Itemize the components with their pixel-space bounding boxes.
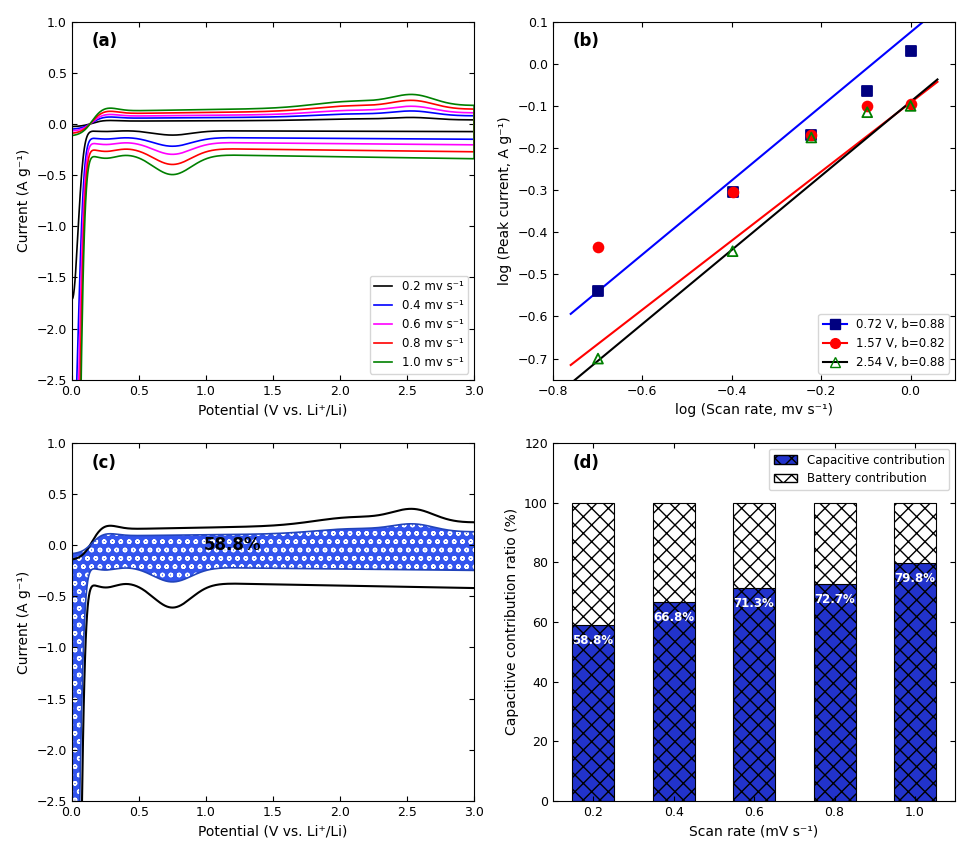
0.2 mv s⁻¹ [431, 127, 442, 137]
0.6 mv s⁻¹ [337, 105, 349, 115]
Point [859, 105, 875, 119]
0.8 mv s⁻¹ [447, 146, 459, 156]
Legend: Capacitive contribution, Battery contribution: Capacitive contribution, Battery contrib… [769, 449, 950, 490]
Bar [652, 503, 695, 602]
Text: 58.8%: 58.8% [204, 536, 261, 554]
1.0 mv s⁻¹ [66, 130, 78, 140]
1.0 mv s⁻¹ [416, 91, 428, 101]
Y-axis label: Capacitive contribution ratio (%): Capacitive contribution ratio (%) [504, 509, 518, 735]
1.0 mv s⁻¹ [405, 89, 417, 99]
Bar [814, 584, 855, 801]
X-axis label: Scan rate (mV s⁻¹): Scan rate (mV s⁻¹) [689, 824, 818, 839]
X-axis label: Potential (V vs. Li⁺/Li): Potential (V vs. Li⁺/Li) [198, 824, 348, 839]
Legend: 0.2 mv s⁻¹, 0.4 mv s⁻¹, 0.6 mv s⁻¹, 0.8 mv s⁻¹, 1.0 mv s⁻¹: 0.2 mv s⁻¹, 0.4 mv s⁻¹, 0.6 mv s⁻¹, 0.8 … [369, 275, 469, 374]
1.0 mv s⁻¹ [337, 97, 349, 107]
0.2 mv s⁻¹ [447, 127, 459, 137]
0.6 mv s⁻¹ [202, 110, 214, 121]
0.8 mv s⁻¹ [405, 95, 417, 105]
0.4 mv s⁻¹ [431, 134, 442, 144]
1.0 mv s⁻¹ [431, 153, 442, 163]
0.2 mv s⁻¹ [173, 115, 185, 126]
Point [725, 186, 741, 199]
0.8 mv s⁻¹ [66, 128, 78, 139]
Point [859, 99, 875, 113]
0.4 mv s⁻¹ [405, 106, 417, 116]
0.6 mv s⁻¹ [416, 102, 428, 112]
Point [903, 97, 919, 110]
0.6 mv s⁻¹ [431, 139, 442, 150]
0.6 mv s⁻¹ [173, 110, 185, 121]
Point [590, 351, 606, 365]
0.4 mv s⁻¹ [66, 124, 78, 134]
Point [804, 127, 819, 141]
0.4 mv s⁻¹ [337, 109, 349, 119]
Point [903, 99, 919, 113]
0.2 mv s⁻¹ [66, 294, 78, 304]
Point [859, 85, 875, 98]
0.2 mv s⁻¹ [405, 112, 417, 122]
0.2 mv s⁻¹ [66, 121, 78, 132]
Line: 0.2 mv s⁻¹: 0.2 mv s⁻¹ [72, 117, 474, 299]
Line: 0.6 mv s⁻¹: 0.6 mv s⁻¹ [72, 106, 474, 601]
Bar [894, 503, 936, 563]
0.8 mv s⁻¹ [202, 108, 214, 118]
X-axis label: Potential (V vs. Li⁺/Li): Potential (V vs. Li⁺/Li) [198, 403, 348, 417]
Point [725, 186, 741, 199]
0.8 mv s⁻¹ [431, 146, 442, 156]
0.2 mv s⁻¹ [337, 114, 349, 124]
Point [590, 285, 606, 298]
0.6 mv s⁻¹ [66, 126, 78, 136]
Bar [733, 503, 775, 588]
Bar [733, 588, 775, 801]
Text: 71.3%: 71.3% [734, 597, 775, 610]
0.4 mv s⁻¹ [66, 469, 78, 480]
0.4 mv s⁻¹ [173, 113, 185, 123]
1.0 mv s⁻¹ [202, 104, 214, 115]
0.2 mv s⁻¹ [416, 113, 428, 123]
Point [804, 127, 819, 141]
0.6 mv s⁻¹ [447, 139, 459, 150]
Y-axis label: log (Peak current, A g⁻¹): log (Peak current, A g⁻¹) [498, 116, 512, 285]
Bar [573, 626, 614, 801]
Bar [652, 602, 695, 801]
1.0 mv s⁻¹ [173, 105, 185, 115]
0.8 mv s⁻¹ [416, 96, 428, 106]
Point [804, 131, 819, 144]
0.8 mv s⁻¹ [66, 756, 78, 766]
Bar [894, 563, 936, 801]
Text: (b): (b) [573, 32, 600, 50]
Bar [814, 503, 855, 584]
Text: 66.8%: 66.8% [653, 610, 694, 623]
Y-axis label: Current (A g⁻¹): Current (A g⁻¹) [17, 149, 31, 252]
0.4 mv s⁻¹ [416, 106, 428, 116]
0.8 mv s⁻¹ [173, 108, 185, 118]
Text: (d): (d) [573, 454, 600, 472]
Text: 58.8%: 58.8% [573, 634, 613, 647]
Text: 72.7%: 72.7% [815, 593, 855, 606]
0.6 mv s⁻¹ [66, 596, 78, 606]
X-axis label: log (Scan rate, mv s⁻¹): log (Scan rate, mv s⁻¹) [676, 403, 833, 417]
Line: 0.8 mv s⁻¹: 0.8 mv s⁻¹ [72, 100, 474, 761]
1.0 mv s⁻¹ [447, 153, 459, 163]
Bar [573, 503, 614, 626]
Line: 0.4 mv s⁻¹: 0.4 mv s⁻¹ [72, 111, 474, 475]
Text: 79.8%: 79.8% [894, 572, 936, 585]
0.4 mv s⁻¹ [202, 113, 214, 123]
0.6 mv s⁻¹ [405, 101, 417, 111]
Text: (a): (a) [91, 32, 118, 50]
Line: 1.0 mv s⁻¹: 1.0 mv s⁻¹ [72, 94, 474, 855]
Y-axis label: Current (A g⁻¹): Current (A g⁻¹) [17, 570, 31, 674]
0.8 mv s⁻¹ [337, 101, 349, 111]
0.4 mv s⁻¹ [447, 134, 459, 144]
Point [903, 44, 919, 58]
Legend: 0.72 V, b=0.88, 1.57 V, b=0.82, 2.54 V, b=0.88: 0.72 V, b=0.88, 1.57 V, b=0.82, 2.54 V, … [818, 314, 950, 374]
Text: (c): (c) [91, 454, 117, 472]
Point [590, 240, 606, 254]
0.2 mv s⁻¹ [202, 115, 214, 126]
Point [725, 245, 741, 258]
